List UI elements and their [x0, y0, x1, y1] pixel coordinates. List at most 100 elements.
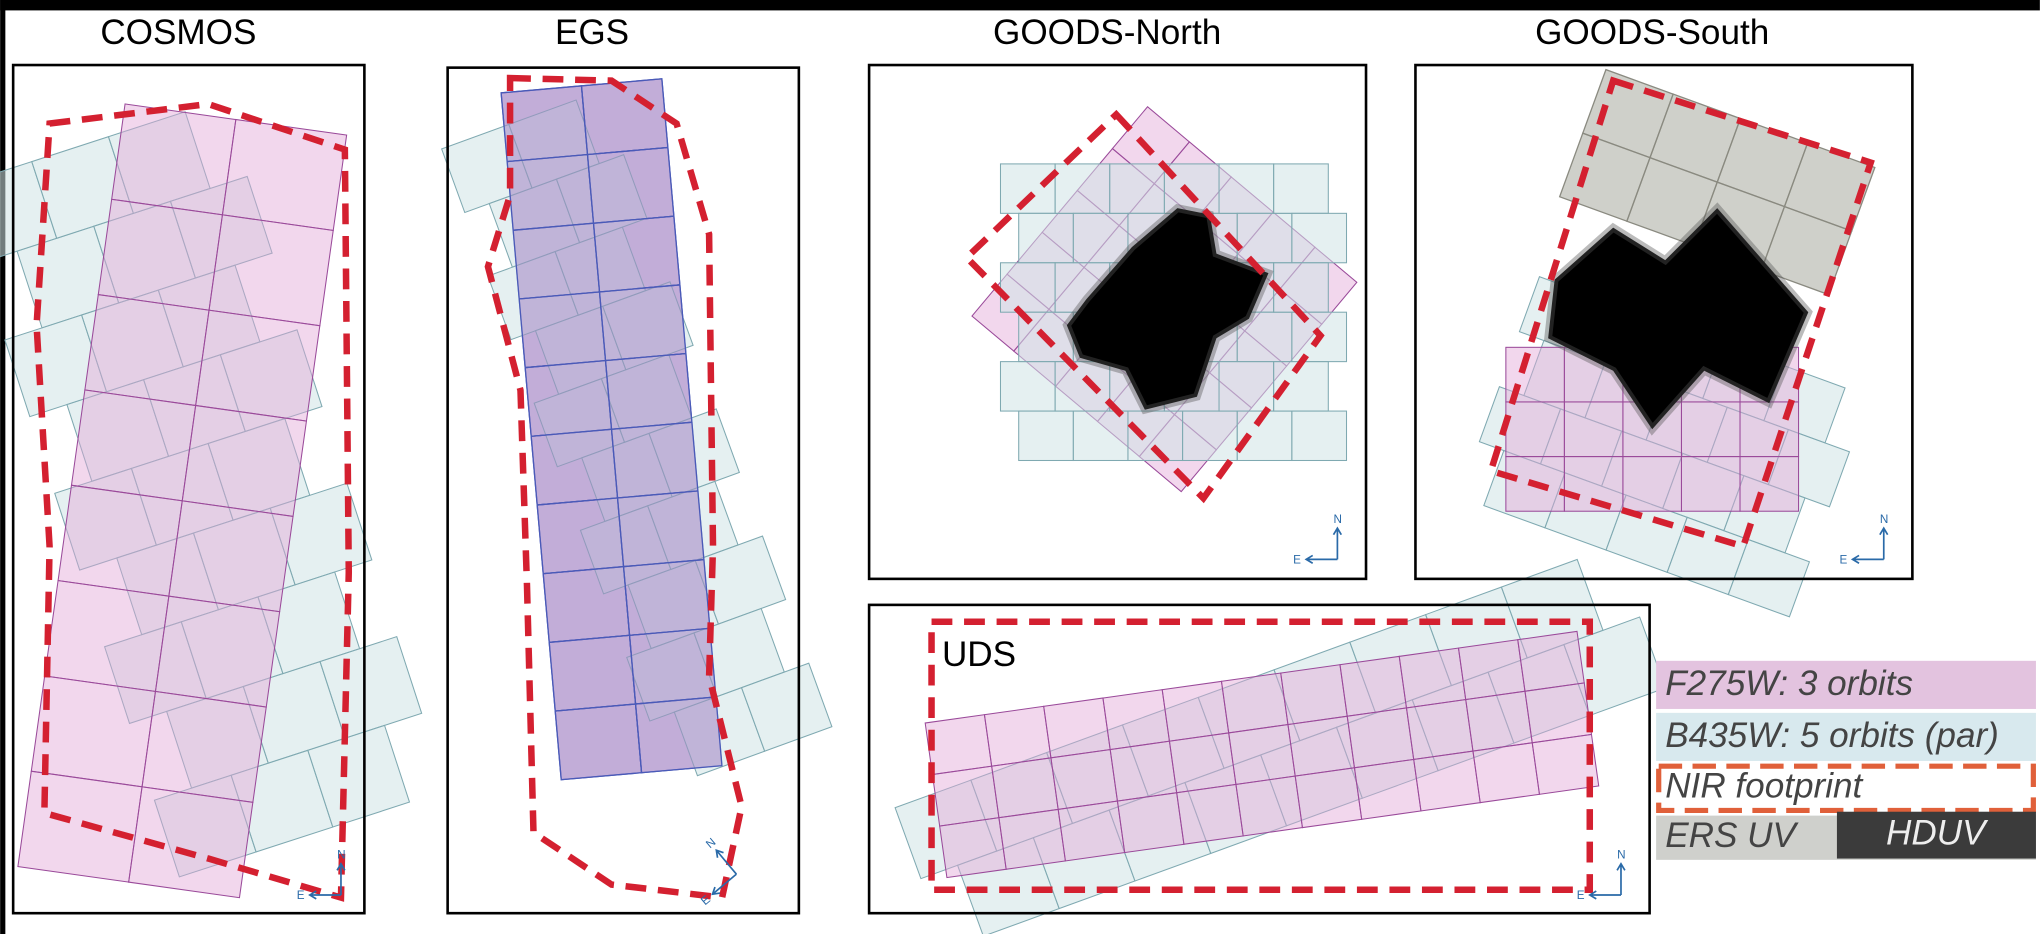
- legend-label: HDUV: [1886, 813, 1989, 852]
- tile: [1564, 402, 1623, 457]
- tile: [549, 635, 635, 711]
- tile: [1051, 750, 1117, 810]
- tile: [1058, 801, 1124, 861]
- compass-east: E: [1577, 889, 1585, 902]
- tile: [1623, 457, 1682, 512]
- legend-label: NIR footprint: [1665, 767, 1863, 806]
- legend-label: ERS UV: [1665, 816, 1799, 855]
- tile: [1414, 751, 1480, 811]
- legend-label: B435W: 5 orbits (par): [1665, 716, 1999, 755]
- tile: [636, 697, 722, 773]
- tile: [1103, 690, 1169, 750]
- tile: [519, 292, 605, 368]
- tile: [1055, 362, 1110, 411]
- tile: [85, 295, 209, 406]
- tile: [169, 501, 293, 612]
- tile: [513, 223, 599, 299]
- tile: [1019, 213, 1074, 262]
- tile: [932, 766, 998, 826]
- tile: [525, 361, 611, 437]
- tile: [1162, 681, 1228, 741]
- tile: [618, 491, 704, 567]
- tile: [630, 628, 716, 704]
- compass-north: N: [1617, 849, 1625, 862]
- tile: [588, 148, 674, 224]
- tile: [112, 104, 236, 215]
- tile: [182, 405, 306, 516]
- tile: [1288, 716, 1354, 776]
- tile: [984, 706, 1050, 766]
- tile: [594, 216, 680, 292]
- tile: [1183, 411, 1238, 460]
- tile: [1274, 164, 1329, 213]
- tile: [537, 498, 623, 574]
- panel-title: UDS: [942, 635, 1016, 674]
- page: NENENENENE COSMOS EGS GOODS-North GOODS-…: [0, 0, 2040, 934]
- tile: [992, 758, 1058, 818]
- tile: [1458, 640, 1524, 700]
- tile: [1406, 700, 1472, 760]
- tile: [1000, 362, 1055, 411]
- tile: [612, 422, 698, 498]
- panel-title: GOODS-South: [1535, 13, 1769, 52]
- tile: [1110, 741, 1176, 801]
- tile: [1055, 164, 1110, 213]
- tile: [1219, 164, 1274, 213]
- panel-title: COSMOS: [100, 13, 256, 52]
- tile: [1169, 733, 1235, 793]
- tile: [999, 809, 1065, 869]
- tile: [45, 581, 169, 692]
- tile: [1000, 263, 1055, 312]
- tile: [155, 596, 279, 707]
- tile: [98, 199, 222, 310]
- compass-east: E: [1293, 553, 1301, 566]
- tile: [1292, 213, 1347, 262]
- compass-east: E: [1840, 553, 1848, 566]
- tile: [1340, 656, 1406, 716]
- tile: [18, 771, 142, 882]
- left-edge: [0, 0, 5, 934]
- tile: [1274, 263, 1329, 312]
- tile: [222, 120, 346, 231]
- tile: [1229, 725, 1295, 785]
- tile: [1219, 362, 1274, 411]
- tile: [1295, 768, 1361, 828]
- tile: [1466, 691, 1532, 751]
- tile: [71, 390, 195, 501]
- tile: [1506, 402, 1565, 457]
- tile: [1681, 457, 1740, 512]
- tile: [1236, 776, 1302, 836]
- tile: [555, 704, 641, 780]
- figure: NENENENENE COSMOS EGS GOODS-North GOODS-…: [0, 0, 2040, 934]
- tile: [543, 567, 629, 643]
- tile: [1281, 665, 1347, 725]
- compass-north: N: [337, 849, 345, 862]
- tile: [142, 691, 266, 802]
- tile: [600, 285, 686, 361]
- tile: [209, 215, 333, 326]
- tile: [1000, 164, 1055, 213]
- tile: [1399, 648, 1465, 708]
- tile: [1221, 673, 1287, 733]
- compass-north: N: [1880, 513, 1888, 526]
- tile: [1347, 708, 1413, 768]
- tile: [606, 354, 692, 430]
- legend: F275W: 3 orbits B435W: 5 orbits (par) NI…: [1656, 661, 2036, 860]
- tile: [58, 485, 182, 596]
- tile: [531, 429, 617, 505]
- tile: [1518, 631, 1584, 691]
- compass-north: N: [1334, 513, 1342, 526]
- panel-title: GOODS-North: [993, 13, 1221, 52]
- tile: [1354, 759, 1420, 819]
- tile: [1292, 411, 1347, 460]
- tile: [1044, 698, 1110, 758]
- tile: [1473, 743, 1539, 803]
- tile: [507, 155, 593, 231]
- tile: [1237, 213, 1292, 262]
- tile: [1110, 164, 1165, 213]
- tile: [1681, 402, 1740, 457]
- tile: [1073, 411, 1128, 460]
- tile: [1525, 683, 1591, 743]
- tile: [1177, 784, 1243, 844]
- tile: [1117, 793, 1183, 853]
